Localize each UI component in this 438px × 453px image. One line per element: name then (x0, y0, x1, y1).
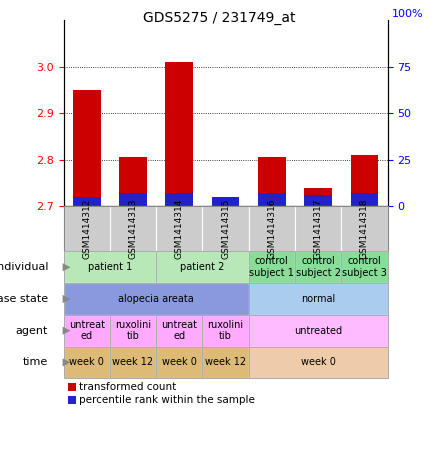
Text: ruxolini
tib: ruxolini tib (115, 320, 151, 342)
Text: GSM1414315: GSM1414315 (221, 198, 230, 259)
Text: alopecia areata: alopecia areata (118, 294, 194, 304)
Text: agent: agent (16, 326, 48, 336)
Text: untreat
ed: untreat ed (69, 320, 105, 342)
Text: individual: individual (0, 262, 48, 272)
Text: GSM1414317: GSM1414317 (314, 198, 323, 259)
Text: untreat
ed: untreat ed (161, 320, 197, 342)
Bar (258, 157, 286, 206)
Text: percentile rank within the sample: percentile rank within the sample (79, 395, 255, 405)
Text: week 0: week 0 (69, 357, 104, 367)
Text: GSM1414312: GSM1414312 (82, 198, 91, 259)
Text: time: time (23, 357, 48, 367)
Bar (304, 188, 332, 206)
Bar (258, 193, 286, 206)
Text: control
subject 3: control subject 3 (342, 256, 387, 278)
Text: patient 1: patient 1 (88, 262, 132, 272)
Text: control
subject 2: control subject 2 (296, 256, 341, 278)
Bar (73, 90, 101, 206)
Bar (73, 197, 101, 206)
Text: ruxolini
tib: ruxolini tib (208, 320, 244, 342)
Text: normal: normal (301, 294, 336, 304)
Text: disease state: disease state (0, 294, 48, 304)
Bar (350, 155, 378, 206)
Text: GDS5275 / 231749_at: GDS5275 / 231749_at (143, 11, 295, 25)
Text: GSM1414316: GSM1414316 (267, 198, 276, 259)
Text: week 12: week 12 (205, 357, 246, 367)
Bar (212, 199, 240, 206)
Text: 100%: 100% (392, 9, 424, 19)
Text: GSM1414314: GSM1414314 (175, 198, 184, 259)
Text: week 12: week 12 (113, 357, 154, 367)
Bar (119, 193, 147, 206)
Text: week 0: week 0 (162, 357, 197, 367)
Text: control
subject 1: control subject 1 (249, 256, 294, 278)
Text: GSM1414313: GSM1414313 (128, 198, 138, 259)
Text: week 0: week 0 (301, 357, 336, 367)
Text: transformed count: transformed count (79, 382, 177, 392)
Text: patient 2: patient 2 (180, 262, 225, 272)
Bar (212, 197, 240, 206)
Text: untreated: untreated (294, 326, 342, 336)
Text: GSM1414318: GSM1414318 (360, 198, 369, 259)
Bar (304, 195, 332, 206)
Bar (166, 193, 193, 206)
Bar (166, 62, 193, 206)
Bar (119, 157, 147, 206)
Bar (350, 193, 378, 206)
